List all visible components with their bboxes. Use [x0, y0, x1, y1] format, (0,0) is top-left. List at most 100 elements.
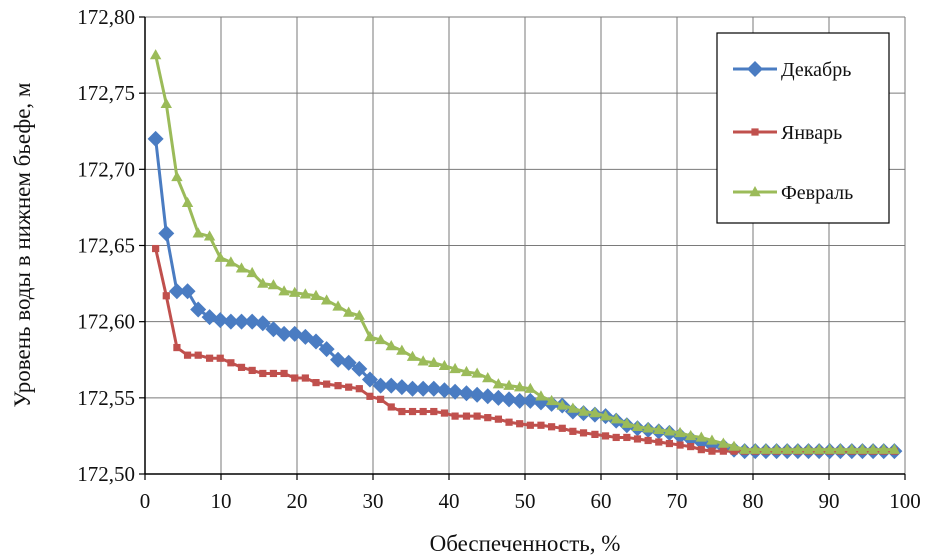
data-point	[244, 313, 261, 330]
data-point	[802, 443, 815, 454]
data-point	[601, 432, 610, 440]
data-point	[417, 355, 429, 366]
data-point	[633, 435, 642, 443]
data-point	[492, 378, 505, 389]
y-axis-title: Уровень воды в нижнем бьефе, м	[10, 82, 35, 407]
data-point	[878, 443, 890, 454]
data-point	[278, 285, 290, 296]
data-point	[623, 433, 631, 442]
legend: Декабрь Январь Февраль	[716, 32, 890, 224]
data-point	[404, 380, 421, 397]
data-point	[676, 441, 684, 449]
data-point	[867, 443, 879, 454]
data-point	[471, 367, 483, 378]
data-point	[246, 266, 258, 278]
data-point	[545, 394, 558, 406]
data-point	[269, 369, 278, 378]
data-point	[631, 420, 644, 431]
series-line	[154, 248, 895, 453]
data-point	[190, 301, 207, 318]
data-point	[556, 399, 568, 410]
y-tick-labels: 172,50 172,55 172,60 172,65 172,70 172,75 172,…	[77, 5, 135, 486]
data-point	[569, 427, 577, 435]
data-point	[299, 288, 312, 299]
data-point	[345, 383, 353, 391]
data-point	[469, 386, 486, 403]
y-tick-label: 172,65	[77, 234, 135, 258]
data-point	[760, 443, 772, 454]
data-point	[730, 447, 738, 455]
data-point	[364, 330, 376, 342]
x-tick-label: 100	[889, 489, 921, 513]
data-point	[332, 300, 344, 311]
data-point	[366, 392, 374, 400]
data-point	[334, 382, 342, 390]
x-tick-label: 30	[363, 489, 384, 513]
x-tick-labels: 0 10 20 30 40 50 60 70 80 90 100	[140, 489, 921, 513]
data-point	[351, 360, 368, 377]
legend-label: Февраль	[781, 182, 853, 204]
data-point	[537, 421, 545, 429]
data-point	[770, 443, 783, 454]
data-point	[383, 377, 400, 394]
data-point	[558, 424, 566, 432]
data-point	[225, 256, 237, 267]
x-tick-label: 90	[819, 489, 840, 513]
data-point	[355, 385, 363, 393]
data-point	[824, 443, 836, 454]
data-point	[751, 128, 759, 136]
data-point	[340, 354, 357, 371]
data-point	[248, 366, 256, 375]
data-point	[320, 294, 333, 305]
x-tick-label: 50	[515, 489, 536, 513]
data-point	[684, 429, 697, 441]
data-point	[158, 225, 175, 242]
data-point	[621, 417, 633, 428]
data-point	[323, 380, 331, 388]
data-point	[171, 170, 183, 182]
data-point	[308, 333, 324, 350]
data-point	[484, 414, 492, 422]
data-point	[599, 410, 612, 421]
x-axis-title: Обеспеченность, %	[430, 531, 621, 556]
data-point	[147, 130, 164, 147]
data-point	[168, 283, 185, 300]
data-point	[749, 443, 761, 454]
data-point	[425, 380, 442, 397]
legend-label: Январь	[781, 122, 842, 144]
data-point	[449, 362, 461, 374]
data-point	[460, 365, 473, 377]
data-point	[513, 381, 526, 392]
data-point	[149, 49, 162, 60]
data-point	[183, 351, 192, 359]
data-point	[888, 443, 901, 454]
data-point	[235, 262, 248, 273]
data-point	[834, 443, 847, 454]
data-point	[655, 438, 663, 446]
data-point	[644, 436, 652, 445]
data-point	[479, 388, 496, 405]
data-point	[216, 354, 224, 362]
legend-item: Февраль	[733, 182, 853, 204]
data-point	[708, 447, 716, 455]
x-tick-label: 10	[211, 489, 232, 513]
data-point	[353, 309, 366, 320]
data-point	[642, 422, 654, 433]
data-point	[697, 446, 705, 454]
data-point	[579, 429, 588, 437]
data-point	[181, 196, 194, 208]
data-point	[813, 443, 825, 454]
data-point	[749, 186, 761, 197]
data-point	[222, 313, 239, 330]
legend-item: Январь	[733, 122, 842, 144]
data-point	[267, 279, 280, 290]
data-point	[276, 325, 293, 342]
data-point	[577, 405, 590, 416]
data-point	[728, 440, 740, 451]
data-point	[342, 306, 355, 317]
data-point	[706, 434, 718, 445]
legend-label: Декабрь	[781, 59, 851, 81]
x-tick-label: 70	[667, 489, 688, 513]
y-tick-label: 172,55	[77, 386, 135, 410]
